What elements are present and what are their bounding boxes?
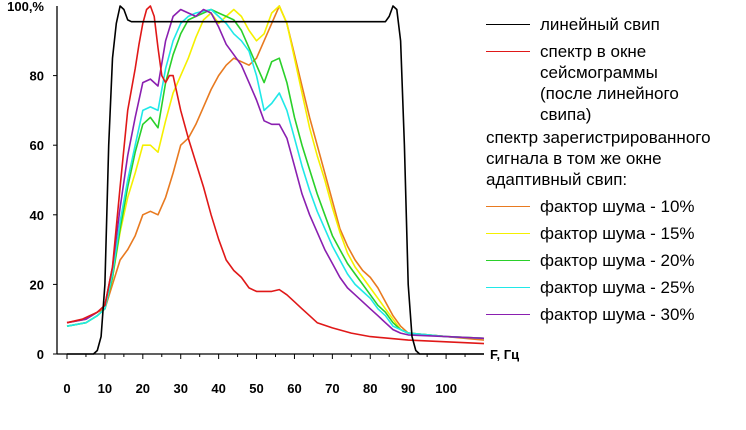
legend-label: фактор шума - 20% (540, 251, 695, 270)
legend-swatch (486, 287, 530, 288)
series-line-6 (66, 8, 485, 340)
legend-swatch (486, 314, 530, 315)
x-tick-label: 60 (287, 381, 301, 396)
x-tick-label: 20 (136, 381, 150, 396)
legend-item: фактор шума - 10% (482, 196, 746, 217)
x-axis-label: F, Гц (490, 347, 519, 362)
legend-swatch (486, 51, 530, 52)
y-tick-label: 20 (30, 277, 44, 292)
tick-layer: 0 10 20 30 40 50 60 70 80 90 100 0 20 40 60 80 (30, 69, 466, 396)
legend-swatch (486, 206, 530, 207)
legend-item: линейный свип (482, 14, 746, 35)
legend-label: спектр в окне сейсмограммы (после линейн… (540, 42, 679, 124)
x-tick-label: 70 (325, 381, 339, 396)
legend-swatch (486, 233, 530, 234)
legend-label: фактор шума - 30% (540, 305, 695, 324)
legend-item: фактор шума - 15% (482, 223, 746, 244)
legend-label: фактор шума - 10% (540, 197, 695, 216)
x-tick-label: 30 (173, 381, 187, 396)
legend-swatch (486, 24, 530, 25)
x-tick-label: 80 (363, 381, 377, 396)
x-tick-label: 100 (435, 381, 457, 396)
x-tick-label: 90 (401, 381, 415, 396)
x-tick-label: 0 (63, 381, 70, 396)
legend-item: спектр в окне сейсмограммы (после линейн… (482, 41, 746, 125)
y-tick-label: 80 (30, 69, 44, 84)
legend-label: линейный свип (540, 15, 660, 34)
x-tick-label: 40 (211, 381, 225, 396)
legend-item: фактор шума - 30% (482, 304, 746, 325)
y-tick-label: 40 (30, 208, 44, 223)
legend-label: фактор шума - 15% (540, 224, 695, 243)
series-line-4 (66, 8, 485, 340)
legend-heading: спектр зарегистрированного сигнала в том… (486, 128, 711, 189)
legend: линейный свип спектр в окне сейсмограммы… (482, 14, 746, 325)
series-line-1 (66, 5, 485, 345)
legend-label: фактор шума - 25% (540, 278, 695, 297)
series-line-5 (66, 8, 485, 340)
x-tick-label: 10 (98, 381, 112, 396)
y-axis-max-label: 100,% (7, 0, 44, 14)
series-line-0 (67, 5, 484, 355)
y-tick-label: 60 (30, 138, 44, 153)
series-layer (66, 5, 485, 355)
legend-swatch (486, 260, 530, 261)
x-tick-label: 50 (249, 381, 263, 396)
legend-item: фактор шума - 20% (482, 250, 746, 271)
series-line-3 (66, 5, 485, 340)
axis-layer (56, 6, 484, 355)
y-tick-label: 0 (37, 347, 44, 362)
legend-item: фактор шума - 25% (482, 277, 746, 298)
